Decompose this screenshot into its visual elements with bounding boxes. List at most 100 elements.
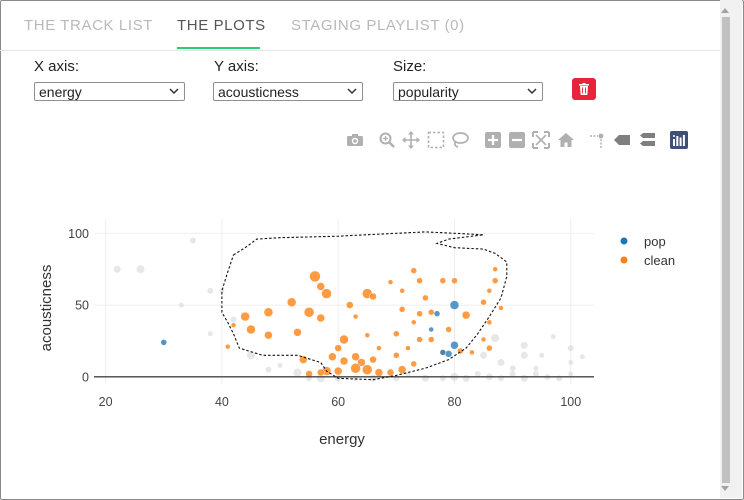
data-point-unselected[interactable] bbox=[556, 375, 563, 382]
data-point-pop[interactable] bbox=[444, 350, 453, 358]
data-point-clean[interactable] bbox=[399, 287, 405, 294]
data-point-unselected[interactable] bbox=[113, 265, 121, 273]
data-point-clean[interactable] bbox=[398, 306, 406, 313]
size-select[interactable]: popularity bbox=[393, 82, 543, 101]
data-point-unselected[interactable] bbox=[509, 370, 516, 377]
data-point-clean[interactable] bbox=[374, 368, 384, 377]
data-point-clean[interactable] bbox=[387, 279, 394, 285]
data-point-clean[interactable] bbox=[439, 277, 447, 284]
data-point-clean[interactable] bbox=[369, 292, 377, 301]
data-point-clean[interactable] bbox=[369, 355, 377, 364]
data-point-unselected[interactable] bbox=[293, 368, 302, 377]
tab-plots[interactable]: THE PLOTS bbox=[177, 17, 266, 34]
data-point-clean[interactable] bbox=[334, 344, 342, 352]
data-point-unselected[interactable] bbox=[497, 358, 505, 366]
data-point-clean[interactable] bbox=[240, 311, 250, 322]
data-point-clean[interactable] bbox=[321, 288, 332, 299]
data-point-unselected[interactable] bbox=[136, 265, 145, 274]
data-point-clean[interactable] bbox=[339, 334, 349, 345]
data-point-unselected[interactable] bbox=[439, 375, 446, 382]
data-point-clean[interactable] bbox=[263, 307, 274, 318]
data-point-unselected[interactable] bbox=[219, 288, 225, 294]
pan-icon[interactable] bbox=[402, 131, 420, 149]
plotly-logo-icon[interactable] bbox=[670, 131, 688, 149]
zoom-out-icon[interactable] bbox=[508, 131, 526, 149]
data-point-unselected[interactable] bbox=[520, 351, 528, 359]
data-point-unselected[interactable] bbox=[567, 345, 574, 352]
data-point-clean[interactable] bbox=[405, 345, 411, 351]
data-point-unselected[interactable] bbox=[550, 334, 556, 340]
data-point-unselected[interactable] bbox=[568, 359, 574, 365]
data-point-unselected[interactable] bbox=[509, 365, 516, 372]
zoom-in-icon[interactable] bbox=[484, 131, 502, 149]
y-axis-select[interactable]: acousticness bbox=[213, 82, 363, 101]
data-point-clean[interactable] bbox=[427, 336, 435, 343]
data-point-clean[interactable] bbox=[350, 362, 361, 374]
tab-staging-playlist[interactable]: STAGING PLAYLIST (0) bbox=[291, 17, 465, 34]
x-axis-select[interactable]: energy bbox=[34, 82, 185, 101]
data-point-pop[interactable] bbox=[439, 349, 447, 356]
camera-icon[interactable] bbox=[346, 131, 364, 149]
data-point-unselected[interactable] bbox=[277, 362, 283, 368]
data-point-unselected[interactable] bbox=[393, 375, 400, 382]
data-point-unselected[interactable] bbox=[568, 371, 574, 377]
data-point-pop[interactable] bbox=[428, 326, 434, 333]
data-point-unselected[interactable] bbox=[421, 374, 429, 382]
hover-compare-icon[interactable] bbox=[638, 131, 656, 149]
data-point-unselected[interactable] bbox=[497, 375, 504, 382]
zoom-icon[interactable] bbox=[378, 131, 396, 149]
data-point-clean[interactable] bbox=[480, 336, 487, 343]
data-point-unselected[interactable] bbox=[352, 375, 359, 382]
data-point-clean[interactable] bbox=[422, 294, 429, 302]
data-point-clean[interactable] bbox=[351, 352, 360, 361]
data-point-clean[interactable] bbox=[393, 330, 400, 338]
data-point-unselected[interactable] bbox=[532, 370, 539, 377]
data-point-clean[interactable] bbox=[333, 366, 343, 376]
data-point-clean[interactable] bbox=[397, 365, 407, 374]
data-point-clean[interactable] bbox=[346, 301, 354, 309]
data-point-pop[interactable] bbox=[450, 341, 459, 350]
data-point-clean[interactable] bbox=[416, 277, 423, 284]
data-point-clean[interactable] bbox=[293, 328, 302, 337]
box-select-icon[interactable] bbox=[427, 131, 445, 149]
legend[interactable]: pop clean bbox=[620, 234, 676, 268]
data-point-pop[interactable] bbox=[160, 339, 168, 346]
data-point-clean[interactable] bbox=[491, 277, 499, 284]
data-point-clean[interactable] bbox=[316, 313, 325, 323]
data-point-clean[interactable] bbox=[410, 267, 418, 274]
data-point-clean[interactable] bbox=[309, 270, 321, 283]
data-point-clean[interactable] bbox=[427, 309, 435, 316]
data-point-unselected[interactable] bbox=[539, 352, 545, 358]
scroll-up-arrow-icon[interactable] bbox=[721, 8, 729, 13]
delete-selection-button[interactable] bbox=[572, 78, 596, 100]
reset-axes-icon[interactable] bbox=[557, 131, 575, 149]
data-point-clean[interactable] bbox=[230, 322, 237, 328]
data-point-unselected[interactable] bbox=[189, 237, 196, 244]
data-point-clean[interactable] bbox=[445, 326, 452, 333]
data-point-unselected[interactable] bbox=[520, 374, 528, 382]
data-point-clean[interactable] bbox=[461, 310, 471, 320]
data-point-clean[interactable] bbox=[376, 345, 382, 351]
data-point-clean[interactable] bbox=[352, 313, 359, 320]
hover-closest-icon[interactable] bbox=[613, 131, 631, 149]
data-point-unselected[interactable] bbox=[480, 351, 488, 359]
scroll-down-arrow-icon[interactable] bbox=[721, 486, 729, 491]
data-point-clean[interactable] bbox=[410, 360, 418, 368]
data-point-clean[interactable] bbox=[480, 298, 487, 306]
data-point-clean[interactable] bbox=[498, 305, 504, 311]
data-point-clean[interactable] bbox=[486, 287, 493, 294]
data-point-pop[interactable] bbox=[433, 310, 441, 317]
scrollbar-thumb[interactable] bbox=[722, 17, 730, 483]
data-point-clean[interactable] bbox=[469, 349, 475, 356]
data-point-clean[interactable] bbox=[364, 332, 371, 338]
data-point-unselected[interactable] bbox=[246, 351, 255, 360]
tab-track-list[interactable]: THE TRACK LIST bbox=[24, 17, 153, 34]
data-point-clean[interactable] bbox=[328, 352, 337, 361]
data-point-clean[interactable] bbox=[246, 324, 256, 335]
data-point-clean[interactable] bbox=[286, 297, 297, 307]
data-point-unselected[interactable] bbox=[207, 287, 214, 294]
data-point-unselected[interactable] bbox=[265, 366, 272, 373]
data-point-clean[interactable] bbox=[451, 277, 458, 284]
data-point-clean[interactable] bbox=[386, 368, 395, 377]
data-point-unselected[interactable] bbox=[579, 354, 585, 360]
